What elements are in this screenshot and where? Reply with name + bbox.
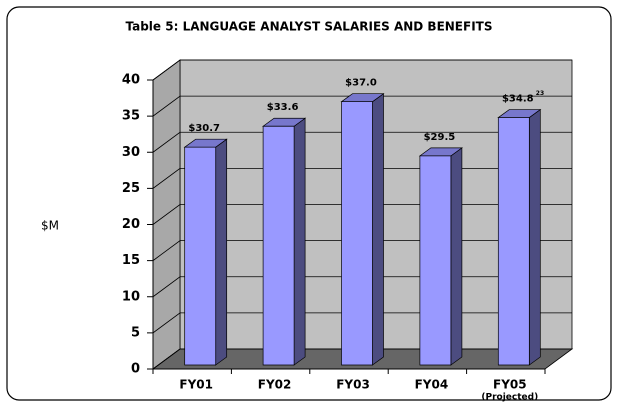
y-tick-label: 0 (131, 362, 140, 377)
x-tick-label: FY02 (258, 378, 292, 392)
x-tick-label: FY05 (493, 378, 527, 392)
bar-side (215, 138, 228, 366)
bar-front (341, 101, 373, 366)
x-tick-label: FY01 (179, 378, 213, 392)
bar-side (293, 117, 306, 366)
value-label: $30.7 (188, 123, 220, 134)
y-tick-label: 35 (122, 109, 140, 124)
value-label: $29.5 (424, 132, 456, 143)
x-tick-note: (Projected) (481, 393, 538, 403)
bar-front (497, 117, 530, 366)
value-label: $34.8 (502, 94, 534, 105)
bar (262, 117, 307, 366)
bar-front (184, 146, 217, 366)
y-axis-label: $M (41, 219, 59, 233)
grid-line (152, 95, 572, 117)
grid-line (152, 59, 572, 81)
y-tick-label: 25 (122, 181, 140, 196)
y-tick-label: 20 (122, 217, 140, 232)
bar-front (262, 125, 295, 366)
y-tick-label: 40 (122, 73, 140, 88)
x-tick-label: FY03 (336, 378, 370, 392)
chart-title: Table 5: LANGUAGE ANALYST SALARIES AND B… (125, 20, 492, 34)
bar (497, 108, 542, 366)
bar (418, 147, 463, 366)
value-label: $37.0 (345, 78, 377, 89)
bar-front (419, 155, 452, 366)
bar-side (372, 92, 384, 366)
bar-side (528, 108, 541, 366)
x-tick-label: FY04 (415, 378, 449, 392)
value-label: $33.6 (267, 102, 299, 113)
grid-line (152, 131, 572, 153)
y-tick-label: 10 (122, 289, 140, 304)
y-tick-label: 5 (131, 325, 140, 340)
bar-side (450, 147, 463, 366)
bar (183, 138, 228, 366)
y-tick-label: 15 (122, 253, 140, 268)
bar (340, 92, 385, 366)
y-tick-label: 30 (122, 145, 140, 160)
value-label-note: 23 (536, 90, 544, 97)
